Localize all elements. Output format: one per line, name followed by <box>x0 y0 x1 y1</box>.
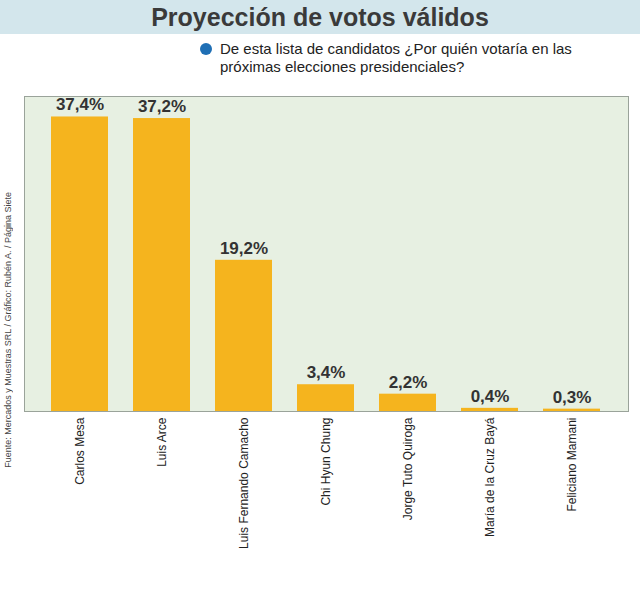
html-text:Proyección de votos válidos: Proyección de votos válidos <box>151 2 489 31</box>
svg-text:2,2%: 2,2% <box>389 373 428 392</box>
html-text:De esta lista de candidatos ¿P: De esta lista de candidatos ¿Por quién v… <box>220 40 572 75</box>
svg-text:María de la Cruz Bayá: María de la Cruz Bayá <box>483 417 497 537</box>
svg-text:37,2%: 37,2% <box>138 97 186 116</box>
svg-text:Chi Hyun Chung: Chi Hyun Chung <box>319 418 333 506</box>
svg-text:0,3%: 0,3% <box>553 388 592 407</box>
svg-text:Feliciano Mamani: Feliciano Mamani <box>565 418 579 512</box>
html-text:Fuente: Mercados y Muestras SR: Fuente: Mercados y Muestras SRL / Gráfic… <box>3 191 13 468</box>
svg-text:Carlos Mesa: Carlos Mesa <box>73 417 87 485</box>
svg-text:Jorge Tuto Quiroga: Jorge Tuto Quiroga <box>401 417 415 520</box>
svg-text:19,2%: 19,2% <box>220 239 268 258</box>
svg-text:Luis Arce: Luis Arce <box>155 417 169 467</box>
svg-text:37,4%: 37,4% <box>56 95 104 114</box>
svg-text:3,4%: 3,4% <box>307 363 346 382</box>
svg-text:Luis Fernando Camacho: Luis Fernando Camacho <box>237 417 251 549</box>
svg-text:0,4%: 0,4% <box>471 387 510 406</box>
